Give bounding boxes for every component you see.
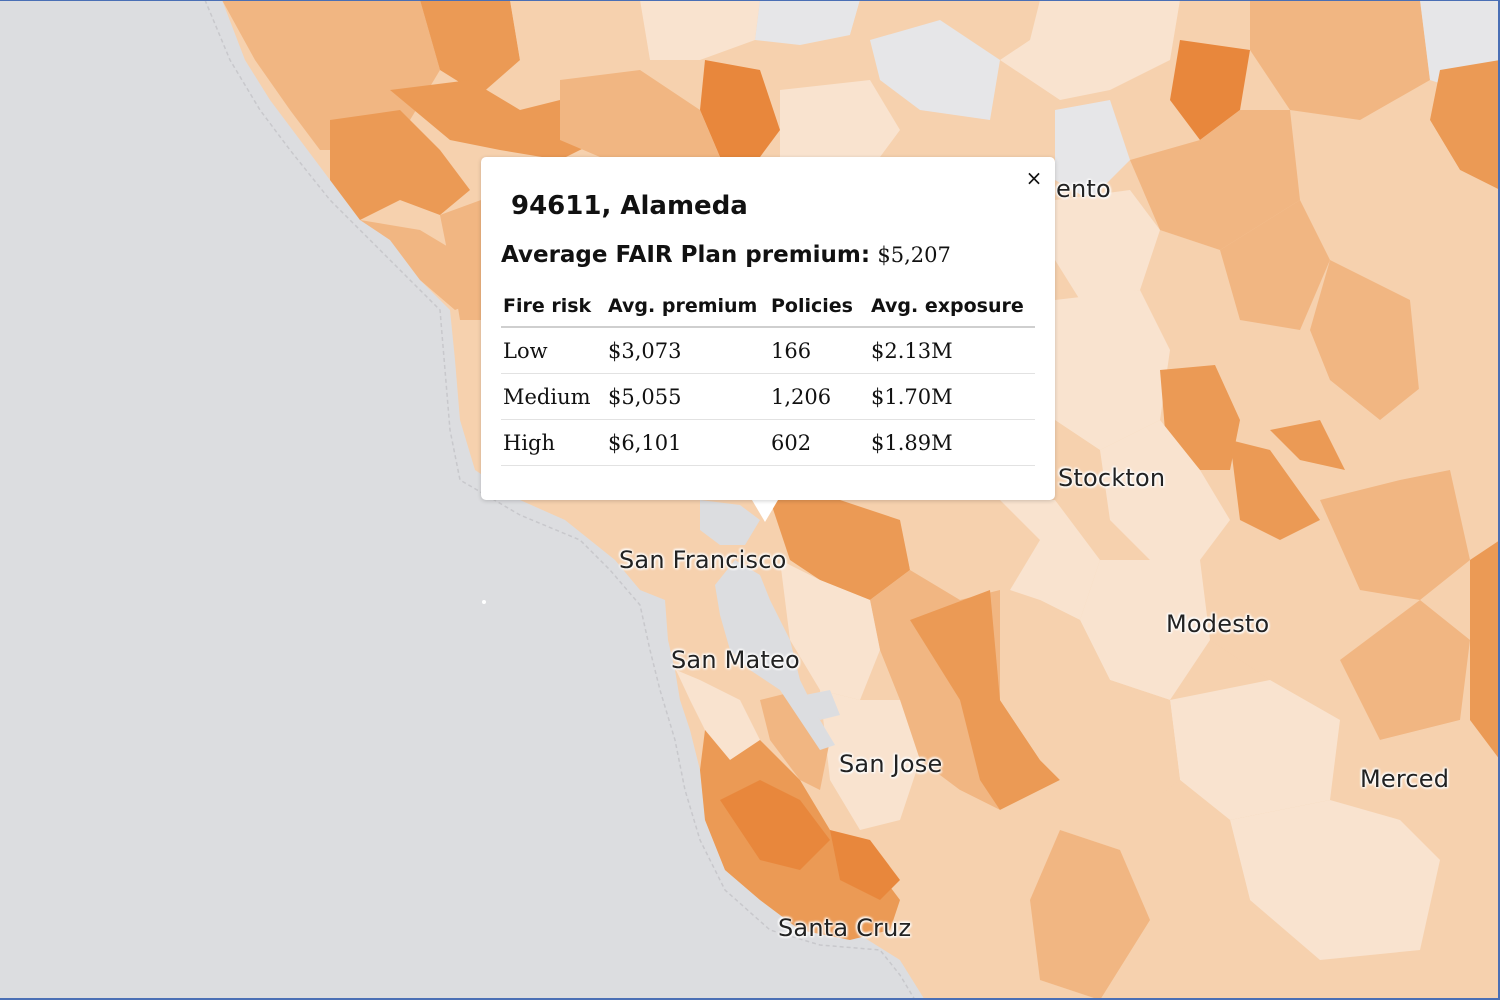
- region[interactable]: [1430, 60, 1500, 190]
- region[interactable]: [1000, 0, 1180, 100]
- popup-title: 94611, Alameda: [511, 191, 748, 221]
- table-cell: $5,055: [606, 373, 769, 420]
- region[interactable]: [1340, 600, 1470, 740]
- region[interactable]: [1220, 200, 1330, 330]
- city-label-san-francisco: San Francisco: [619, 546, 787, 574]
- city-label-stockton: Stockton: [1058, 464, 1166, 492]
- region[interactable]: [1130, 110, 1300, 250]
- region[interactable]: [1230, 440, 1320, 540]
- region[interactable]: [1300, 120, 1500, 310]
- region[interactable]: [1170, 40, 1250, 140]
- table-row: Low $3,073 166 $2.13M: [501, 327, 1035, 374]
- region[interactable]: [820, 690, 920, 830]
- region[interactable]: [910, 590, 1060, 810]
- city-label-sacramento: ento: [1056, 175, 1111, 203]
- region[interactable]: [1000, 600, 1180, 820]
- table-cell: High: [501, 419, 606, 466]
- region[interactable]: [1055, 190, 1160, 300]
- region[interactable]: [360, 220, 480, 310]
- region[interactable]: [1160, 365, 1240, 470]
- region[interactable]: [1230, 800, 1440, 960]
- region[interactable]: [870, 20, 1000, 120]
- column-header-policies: Policies: [769, 285, 869, 328]
- table-cell: Medium: [501, 373, 606, 420]
- region[interactable]: [560, 70, 720, 157]
- popup-pointer: [752, 500, 778, 522]
- region[interactable]: [1470, 540, 1500, 760]
- bay-water: [715, 560, 835, 750]
- city-label-san-jose: San Jose: [839, 750, 943, 778]
- region[interactable]: [780, 80, 900, 157]
- table-row: High $6,101 602 $1.89M: [501, 419, 1035, 466]
- column-header-avg-premium: Avg. premium: [606, 285, 769, 328]
- region[interactable]: [700, 60, 780, 157]
- table-header-row: Fire risk Avg. premium Policies Avg. exp…: [501, 285, 1035, 328]
- city-label-san-mateo: San Mateo: [671, 646, 800, 674]
- region[interactable]: [1410, 300, 1500, 470]
- region[interactable]: [900, 500, 1040, 600]
- city-label-modesto: Modesto: [1166, 610, 1270, 638]
- region[interactable]: [720, 780, 830, 870]
- region[interactable]: [1200, 540, 1360, 680]
- column-header-fire-risk: Fire risk: [501, 285, 606, 328]
- table-cell: Low: [501, 327, 606, 374]
- region[interactable]: [668, 600, 720, 680]
- island-dot: [482, 600, 486, 604]
- table-row: Medium $5,055 1,206 $1.70M: [501, 373, 1035, 420]
- table-cell: $1.70M: [869, 373, 1035, 420]
- region[interactable]: [1270, 420, 1345, 470]
- summary-value: $5,207: [877, 243, 951, 267]
- fire-risk-table: Fire risk Avg. premium Policies Avg. exp…: [501, 285, 1035, 466]
- table-cell: $6,101: [606, 419, 769, 466]
- city-label-santa-cruz: Santa Cruz: [778, 914, 912, 942]
- bay-water: [805, 690, 840, 720]
- region[interactable]: [1320, 470, 1470, 600]
- premium-summary: Average FAIR Plan premium: $5,207: [501, 242, 951, 268]
- bay-water: [700, 500, 760, 545]
- region[interactable]: [755, 0, 860, 45]
- zip-info-popup: × 94611, Alameda Average FAIR Plan premi…: [481, 157, 1055, 500]
- table-cell: $3,073: [606, 327, 769, 374]
- region[interactable]: [1100, 420, 1230, 560]
- region[interactable]: [1380, 720, 1500, 880]
- table-cell: $2.13M: [869, 327, 1035, 374]
- region[interactable]: [420, 0, 520, 95]
- region[interactable]: [1310, 260, 1430, 420]
- city-label-merced: Merced: [1360, 765, 1450, 793]
- region[interactable]: [1055, 290, 1170, 450]
- region[interactable]: [390, 80, 600, 160]
- table-cell: $1.89M: [869, 419, 1035, 466]
- region[interactable]: [1055, 100, 1130, 200]
- table-cell: 602: [769, 419, 869, 466]
- close-icon[interactable]: ×: [1025, 166, 1043, 190]
- region[interactable]: [1080, 560, 1210, 700]
- region[interactable]: [440, 200, 481, 320]
- column-header-avg-exposure: Avg. exposure: [869, 285, 1035, 328]
- summary-label: Average FAIR Plan premium:: [501, 242, 871, 268]
- region[interactable]: [640, 0, 760, 60]
- region[interactable]: [1030, 830, 1150, 1000]
- region[interactable]: [510, 0, 650, 90]
- table-cell: 1,206: [769, 373, 869, 420]
- region[interactable]: [780, 560, 880, 700]
- region[interactable]: [830, 830, 900, 900]
- coast-outline: [204, 0, 916, 1000]
- region[interactable]: [1000, 500, 1100, 620]
- region[interactable]: [1170, 680, 1340, 820]
- region[interactable]: [330, 110, 470, 220]
- table-cell: 166: [769, 327, 869, 374]
- region[interactable]: [1250, 0, 1430, 120]
- region[interactable]: [676, 670, 760, 760]
- region[interactable]: [770, 500, 910, 600]
